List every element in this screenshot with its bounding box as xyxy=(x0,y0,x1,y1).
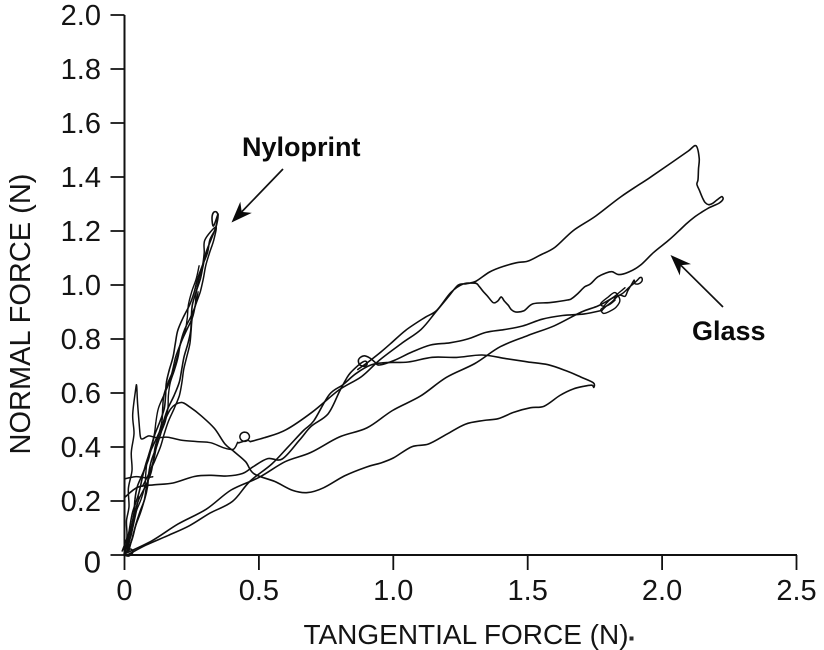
svg-text:0: 0 xyxy=(84,545,101,580)
svg-text:1.6: 1.6 xyxy=(61,108,101,140)
svg-text:1.2: 1.2 xyxy=(61,216,101,248)
svg-text:0.2: 0.2 xyxy=(61,486,101,518)
svg-text:2.5: 2.5 xyxy=(776,575,816,607)
svg-text:0.8: 0.8 xyxy=(61,324,101,356)
svg-text:1.0: 1.0 xyxy=(373,575,413,607)
svg-text:NORMAL FORCE (N): NORMAL FORCE (N) xyxy=(5,174,37,455)
svg-text:0.5: 0.5 xyxy=(239,575,279,607)
svg-text:Glass: Glass xyxy=(692,316,766,346)
svg-text:Nyloprint: Nyloprint xyxy=(242,132,361,162)
svg-text:0.6: 0.6 xyxy=(61,378,101,410)
svg-text:TANGENTIAL FORCE (N): TANGENTIAL FORCE (N) xyxy=(303,619,628,650)
svg-text:1.8: 1.8 xyxy=(61,54,101,86)
svg-text:1.0: 1.0 xyxy=(61,270,101,302)
svg-text:0.4: 0.4 xyxy=(61,432,101,464)
svg-text:2.0: 2.0 xyxy=(61,0,101,32)
svg-text:2.0: 2.0 xyxy=(642,575,682,607)
svg-text:1.5: 1.5 xyxy=(508,575,548,607)
svg-text:0: 0 xyxy=(116,575,132,607)
svg-text:1.4: 1.4 xyxy=(61,162,101,194)
